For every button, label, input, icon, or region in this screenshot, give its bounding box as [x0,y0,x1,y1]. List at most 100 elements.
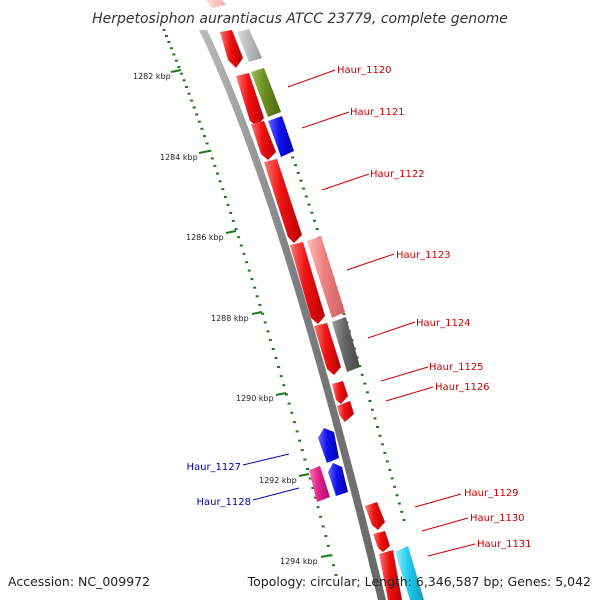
scale-dot [274,357,278,359]
scale-dot [397,502,401,505]
gene-feature [307,236,345,318]
scale-dot [231,219,235,222]
scale-dot [277,366,280,368]
gene-feature [251,121,276,160]
gene-feature [309,466,330,502]
gene-feature [337,401,354,422]
scale-dot [300,449,304,452]
gene-feature [251,68,281,117]
scale-dot [334,574,338,576]
scale-tick [198,150,210,154]
gene-feature [318,428,339,463]
gene-label[interactable]: Haur_1129 [464,488,519,499]
gene-label[interactable]: Haur_1127 [186,462,241,473]
scale-dot [271,348,275,350]
scale-dot [316,506,320,509]
scale-dot [296,171,300,174]
gene-label-leader [287,69,336,88]
scale-dot [294,164,297,167]
scale-dot [370,408,374,411]
scale-dot [255,295,259,298]
scale-dot [261,312,265,315]
scale-dot [380,443,384,446]
gene-feature [395,546,424,600]
gene-feature [365,502,385,530]
scale-dot [402,519,406,521]
gene-label[interactable]: Haur_1126 [435,382,490,393]
scale-dot [200,127,204,130]
scale-tick [170,69,182,73]
gene-label[interactable]: Haur_1120 [337,65,392,76]
scale-dot [299,179,303,182]
gene-label[interactable]: Haur_1122 [370,169,425,180]
scale-dot [221,188,225,191]
scale-dot [210,157,214,160]
gene-label-leaders [242,69,476,557]
scale-tick [275,392,287,396]
scale-dot [203,135,206,138]
scale-dot [165,35,168,37]
scale-dot [258,303,262,306]
scale-dot [287,402,291,405]
scale-dot [195,113,199,116]
scale-tick [225,230,237,234]
gene-label-leader [385,386,434,402]
scale-dot [395,494,399,497]
gene-label-leader [252,487,300,501]
scale-dot [373,417,377,420]
scale-dot [177,66,181,69]
gene-feature [328,463,348,496]
scale-dot [213,164,217,167]
scale-dot [169,47,173,50]
gene-feature [205,0,226,8]
gene-label[interactable]: Haur_1124 [416,318,471,329]
scale-dot [365,391,369,394]
scale-dot [319,515,323,518]
scale-dot [247,269,251,272]
scale-dot [292,421,296,424]
gene-label[interactable]: Haur_1125 [429,362,484,373]
scale-tick [251,311,263,315]
scale-dots-left [162,29,338,576]
gene-feature [268,116,294,157]
map-title: Herpetosiphon aurantiacus ATCC 23779, co… [92,11,508,27]
scale-dot [223,195,227,198]
scale-dot [307,203,311,206]
scale-dot [242,252,246,255]
scale-dot [363,382,367,385]
gene-feature [220,30,243,68]
gene-feature [373,531,390,552]
scale-dot [324,535,328,538]
scale-dot [360,373,364,376]
gene-label-leader [414,493,462,508]
accession-text: Accession: NC_009972 [8,574,150,589]
scale-dot [378,434,382,437]
scale-dot [326,544,330,547]
scale-dot [253,286,257,289]
scale-dot [290,411,294,414]
gene-feature [332,317,360,372]
gene-label-leader [421,517,469,532]
gene-label[interactable]: Haur_1123 [396,250,451,261]
scale-dot [263,321,267,324]
scale-dot [291,156,295,159]
gene-feature [290,242,325,324]
gene-feature [379,550,402,600]
scale-dot [400,510,404,513]
gene-label[interactable]: Haur_1131 [477,539,532,550]
gene-feature [264,159,302,243]
gene-label-leader [321,173,370,191]
scale-dot [216,172,219,175]
scale-dot [321,525,325,528]
scale-dot [313,496,317,499]
scale-ticks: 1282 kbp 1284 kbp 1286 kbp 1288 kbp 1290… [133,69,332,566]
gene-label[interactable]: Haur_1128 [196,497,251,508]
gene-track-outer [237,29,424,600]
scale-dot [390,477,394,480]
gene-label-leader [242,453,290,466]
gene-label[interactable]: Haur_1130 [470,513,525,524]
scale-dot [234,228,238,231]
scale-tick-label: 1282 kbp [133,72,171,81]
gene-label[interactable]: Haur_1121 [350,107,405,118]
